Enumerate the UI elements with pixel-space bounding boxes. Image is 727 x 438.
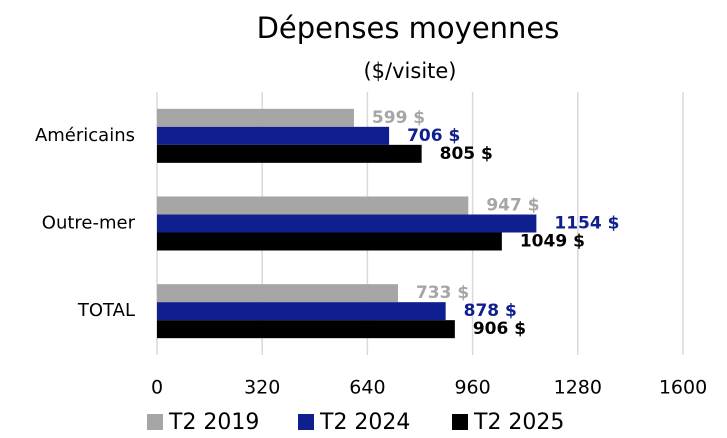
- x-tick-label: 320: [244, 377, 280, 399]
- bar: [157, 320, 455, 339]
- value-label: 805 $: [440, 144, 493, 164]
- value-label: 947 $: [486, 196, 539, 216]
- bar: [157, 144, 422, 163]
- y-tick-label: TOTAL: [77, 300, 135, 321]
- bar: [157, 302, 446, 321]
- value-label: 878 $: [464, 301, 517, 321]
- x-tick-label: 640: [349, 377, 385, 399]
- legend-label: T2 2025: [473, 410, 564, 435]
- value-label: 1154 $: [554, 214, 619, 234]
- value-label: 1049 $: [520, 232, 585, 252]
- x-tick-label: 0: [151, 377, 163, 399]
- x-tick-label: 1600: [659, 377, 707, 399]
- chart-subtitle: ($/visite): [363, 59, 456, 83]
- legend-label: T2 2019: [168, 410, 259, 435]
- value-label: 906 $: [473, 319, 526, 339]
- y-tick-label: Américains: [35, 125, 135, 146]
- value-label: 706 $: [407, 126, 460, 146]
- legend-label: T2 2024: [319, 410, 410, 435]
- value-label: 599 $: [372, 108, 425, 128]
- bar: [157, 126, 390, 145]
- legend-swatch: [298, 414, 314, 430]
- x-tick-label: 960: [454, 377, 490, 399]
- bar: [157, 196, 469, 215]
- bar: [157, 214, 537, 233]
- chart-title: Dépenses moyennes: [257, 11, 560, 45]
- legend-swatch: [147, 414, 163, 430]
- bar: [157, 284, 398, 303]
- value-label: 733 $: [416, 283, 469, 303]
- bar: [157, 232, 502, 251]
- bar: [157, 108, 354, 127]
- y-tick-label: Outre-mer: [42, 213, 136, 234]
- legend-swatch: [452, 414, 468, 430]
- x-tick-label: 1280: [554, 377, 602, 399]
